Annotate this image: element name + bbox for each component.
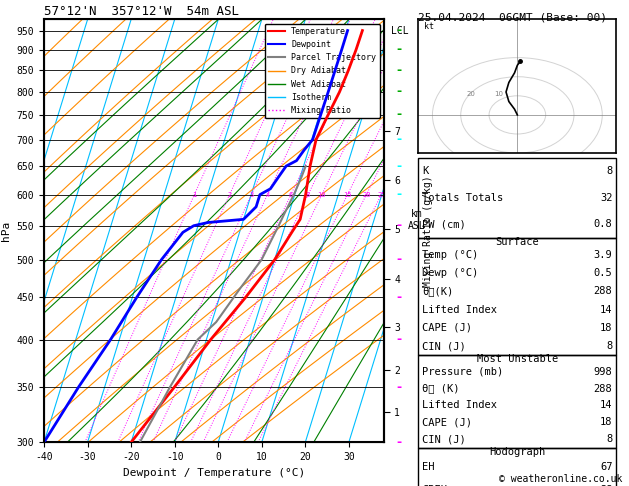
- Text: Pressure (mb): Pressure (mb): [422, 367, 503, 377]
- Text: CAPE (J): CAPE (J): [422, 417, 472, 427]
- Bar: [418, 158, 616, 238]
- Text: 67: 67: [600, 462, 613, 472]
- Text: K: K: [422, 166, 428, 176]
- Text: CIN (J): CIN (J): [422, 341, 466, 351]
- Text: -: -: [397, 108, 402, 122]
- Text: -: -: [397, 291, 402, 304]
- Text: 28: 28: [600, 485, 613, 486]
- Text: 3: 3: [249, 191, 253, 198]
- Text: 18: 18: [600, 417, 613, 427]
- Text: -: -: [397, 24, 402, 37]
- Text: 32: 32: [600, 193, 613, 203]
- Text: EH: EH: [422, 462, 435, 472]
- Text: CIN (J): CIN (J): [422, 434, 466, 444]
- Text: θᴇ (K): θᴇ (K): [422, 383, 460, 394]
- Text: Most Unstable: Most Unstable: [477, 354, 558, 364]
- Text: 8: 8: [606, 166, 613, 176]
- Text: 8: 8: [606, 434, 613, 444]
- Text: θᴇ(K): θᴇ(K): [422, 286, 454, 296]
- X-axis label: Dewpoint / Temperature (°C): Dewpoint / Temperature (°C): [123, 468, 305, 478]
- Text: PW (cm): PW (cm): [422, 219, 466, 229]
- Text: -: -: [397, 159, 402, 173]
- Text: -: -: [397, 381, 402, 394]
- Text: © weatheronline.co.uk: © weatheronline.co.uk: [499, 473, 623, 484]
- Bar: [418, 448, 616, 486]
- Text: -: -: [397, 64, 402, 77]
- Text: Mixing Ratio (g/kg): Mixing Ratio (g/kg): [423, 175, 433, 287]
- Text: 998: 998: [594, 367, 613, 377]
- Y-axis label: hPa: hPa: [1, 221, 11, 241]
- Text: -: -: [397, 219, 402, 232]
- Text: 20: 20: [362, 191, 370, 198]
- Bar: [418, 355, 616, 448]
- Text: -: -: [397, 333, 402, 346]
- Text: CAPE (J): CAPE (J): [422, 323, 472, 333]
- Text: 0.8: 0.8: [594, 219, 613, 229]
- Text: -: -: [397, 188, 402, 201]
- Text: 10: 10: [494, 91, 504, 97]
- Text: Dewp (°C): Dewp (°C): [422, 268, 479, 278]
- Text: 4: 4: [265, 191, 270, 198]
- Text: Hodograph: Hodograph: [489, 447, 545, 457]
- Text: 18: 18: [600, 323, 613, 333]
- Text: 14: 14: [600, 305, 613, 314]
- Legend: Temperature, Dewpoint, Parcel Trajectory, Dry Adiabat, Wet Adiabat, Isotherm, Mi: Temperature, Dewpoint, Parcel Trajectory…: [265, 24, 379, 118]
- Text: SREH: SREH: [422, 485, 447, 486]
- Text: Temp (°C): Temp (°C): [422, 250, 479, 260]
- Text: Totals Totals: Totals Totals: [422, 193, 503, 203]
- Text: 1: 1: [192, 191, 196, 198]
- Text: kt: kt: [424, 22, 434, 31]
- Text: 6: 6: [289, 191, 293, 198]
- Text: 20: 20: [467, 91, 476, 97]
- Text: LCL: LCL: [391, 26, 408, 35]
- Bar: [418, 238, 616, 355]
- Text: Lifted Index: Lifted Index: [422, 400, 498, 411]
- Text: 288: 288: [594, 286, 613, 296]
- Text: 25: 25: [377, 191, 386, 198]
- Text: 15: 15: [343, 191, 352, 198]
- Text: 57°12'N  357°12'W  54m ASL: 57°12'N 357°12'W 54m ASL: [44, 5, 239, 18]
- Text: Surface: Surface: [496, 237, 539, 246]
- Text: 10: 10: [318, 191, 326, 198]
- Y-axis label: km
ASL: km ASL: [408, 209, 425, 231]
- Text: 0.5: 0.5: [594, 268, 613, 278]
- Text: 3.9: 3.9: [594, 250, 613, 260]
- Text: 2: 2: [228, 191, 231, 198]
- Text: 25.04.2024  06GMT (Base: 00): 25.04.2024 06GMT (Base: 00): [418, 12, 607, 22]
- Text: 8: 8: [306, 191, 310, 198]
- Text: Lifted Index: Lifted Index: [422, 305, 498, 314]
- Text: -: -: [397, 436, 402, 449]
- Text: -: -: [397, 86, 402, 99]
- Text: -: -: [397, 43, 402, 56]
- Text: -: -: [397, 133, 402, 146]
- Text: 8: 8: [606, 341, 613, 351]
- Text: -: -: [397, 253, 402, 266]
- Text: 14: 14: [600, 400, 613, 411]
- Text: 288: 288: [594, 383, 613, 394]
